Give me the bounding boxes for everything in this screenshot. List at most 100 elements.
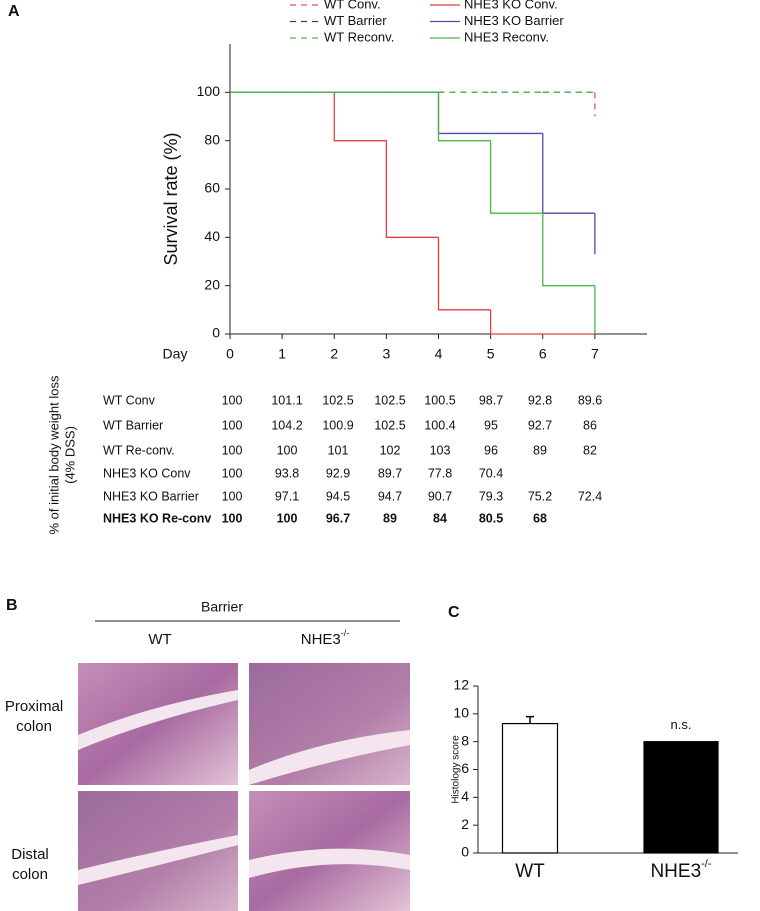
table-cell: 79.3 [479, 489, 503, 503]
legend-label: NHE3 KO Conv. [464, 0, 558, 11]
table-ylabel: % of initial body weight loss [46, 375, 61, 534]
row-label: WT Conv [103, 393, 156, 407]
table-cell: 100 [222, 466, 243, 480]
table-cell: 100.4 [424, 418, 455, 432]
table-cell: 102.5 [374, 393, 405, 407]
table-row: NHE3 KO Barrier 100 97.1 94.5 94.7 90.7 79.3 75… [103, 489, 602, 503]
table-cell: 93.8 [275, 466, 299, 480]
table-cell: 77.8 [428, 466, 452, 480]
table-cell: 100.5 [424, 393, 455, 407]
survival-step [489, 309, 543, 335]
table-cell: 97.1 [275, 489, 299, 503]
table-cell: 102.5 [374, 418, 405, 432]
panel-label: C [448, 604, 460, 621]
y-tick-label: 4 [461, 788, 469, 804]
table-cell: 89 [533, 443, 547, 457]
survival-step [489, 140, 543, 214]
legend-label: WT Barrier [324, 13, 387, 28]
table-cell: 102 [380, 443, 401, 457]
tissue-lumen [78, 690, 410, 885]
bar [643, 741, 719, 854]
y-tick-label: 60 [204, 180, 220, 196]
table-cell: 103 [430, 443, 451, 457]
table-cell: 75.2 [528, 489, 552, 503]
legend-label: NHE3 KO Barrier [464, 13, 564, 28]
y-tick-label: 0 [212, 325, 220, 341]
panel-label: B [6, 597, 18, 614]
survival-step [333, 92, 387, 142]
table-cell: 92.9 [326, 466, 350, 480]
table-cell: 95 [484, 418, 498, 432]
table-cell: 90.7 [428, 489, 452, 503]
y-tick-label: 80 [204, 131, 220, 147]
table-cell: 98.7 [479, 393, 503, 407]
y-tick-label: 6 [461, 760, 469, 776]
table-cell: 72.4 [578, 489, 602, 503]
survival-step [385, 140, 439, 238]
group-label: Barrier [201, 599, 243, 615]
x-tick-label: WT [515, 861, 545, 882]
table-cell: 100 [222, 418, 243, 432]
row-label: WT Re-conv. [103, 443, 175, 457]
survival-step [542, 213, 595, 287]
table-row: WT Conv 100 101.1 102.5 102.5 100.5 98.7 92.8 89… [103, 393, 602, 407]
legend-label: WT Reconv. [324, 29, 394, 44]
row-label: NHE3 KO Barrier [103, 489, 199, 503]
row-label: Proximal [5, 698, 63, 715]
table-cell: 100.9 [322, 418, 353, 432]
table-cell: 89.7 [378, 466, 402, 480]
table-cell: 96.7 [326, 511, 350, 525]
row-label: colon [12, 866, 48, 883]
category-superscript: -/- [701, 858, 712, 870]
y-tick-label: 20 [204, 276, 220, 292]
legend-label: NHE3 Reconv. [464, 29, 549, 44]
category-name: WT [515, 861, 545, 882]
x-tick-label: 7 [591, 346, 599, 362]
x-tick-label: 0 [226, 346, 234, 362]
table-cell: 86 [583, 418, 597, 432]
survival-step [437, 92, 491, 142]
bar [501, 722, 559, 854]
histology-image [78, 663, 238, 785]
table-cell: 89 [383, 511, 397, 525]
table-cell: 70.4 [479, 466, 503, 480]
y-axis-label: Histology score [451, 735, 462, 804]
column-label: WT [148, 631, 171, 648]
y-tick-label: 8 [461, 732, 469, 748]
y-tick-label: 100 [197, 83, 221, 99]
table-cell: 92.8 [528, 393, 552, 407]
table-cell: 101.1 [271, 393, 302, 407]
table-row: NHE3 KO Conv 100 93.8 92.9 89.7 77.8 70.4 [103, 466, 503, 480]
y-tick-label: 0 [461, 844, 469, 860]
row-label: NHE3 KO Conv [103, 466, 191, 480]
x-tick-label: 1 [278, 346, 286, 362]
table-cell: 100 [277, 443, 298, 457]
y-tick-label: 12 [453, 677, 469, 693]
table-cell: 101 [328, 443, 349, 457]
table-cell: 80.5 [479, 511, 503, 525]
x-tick-label: 3 [382, 346, 390, 362]
survival-step [437, 237, 491, 311]
x-tick-label: 6 [539, 346, 547, 362]
panel-label: A [8, 3, 20, 20]
x-tick-label: NHE3-/- [650, 858, 711, 882]
table-row: WT Re-conv. 100 100 101 102 103 96 89 82 [103, 443, 597, 457]
column-label: NHE3-/- [301, 628, 350, 648]
table-cell: 94.5 [326, 489, 350, 503]
row-label: WT Barrier [103, 418, 163, 432]
table-cell: 94.7 [378, 489, 402, 503]
table-cell: 68 [533, 511, 547, 525]
survival-step [542, 133, 595, 214]
y-tick-label: 10 [453, 705, 469, 721]
table-cell: 104.2 [271, 418, 302, 432]
category-name: NHE3 [650, 861, 701, 882]
x-tick-label: 4 [435, 346, 443, 362]
row-label: Distal [11, 846, 49, 863]
survival-step [437, 92, 491, 135]
table-cell: 82 [583, 443, 597, 457]
row-label: NHE3 KO Re-conv [103, 511, 211, 525]
x-tick-label: 2 [330, 346, 338, 362]
table-cell: 100 [277, 511, 298, 525]
table-cell: 92.7 [528, 418, 552, 432]
